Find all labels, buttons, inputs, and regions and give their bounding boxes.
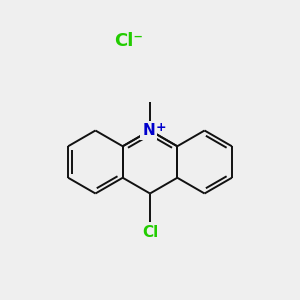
Text: Cl: Cl (142, 226, 158, 241)
Text: Cl⁻: Cl⁻ (115, 32, 143, 50)
Text: N: N (142, 123, 155, 138)
Text: +: + (156, 121, 167, 134)
